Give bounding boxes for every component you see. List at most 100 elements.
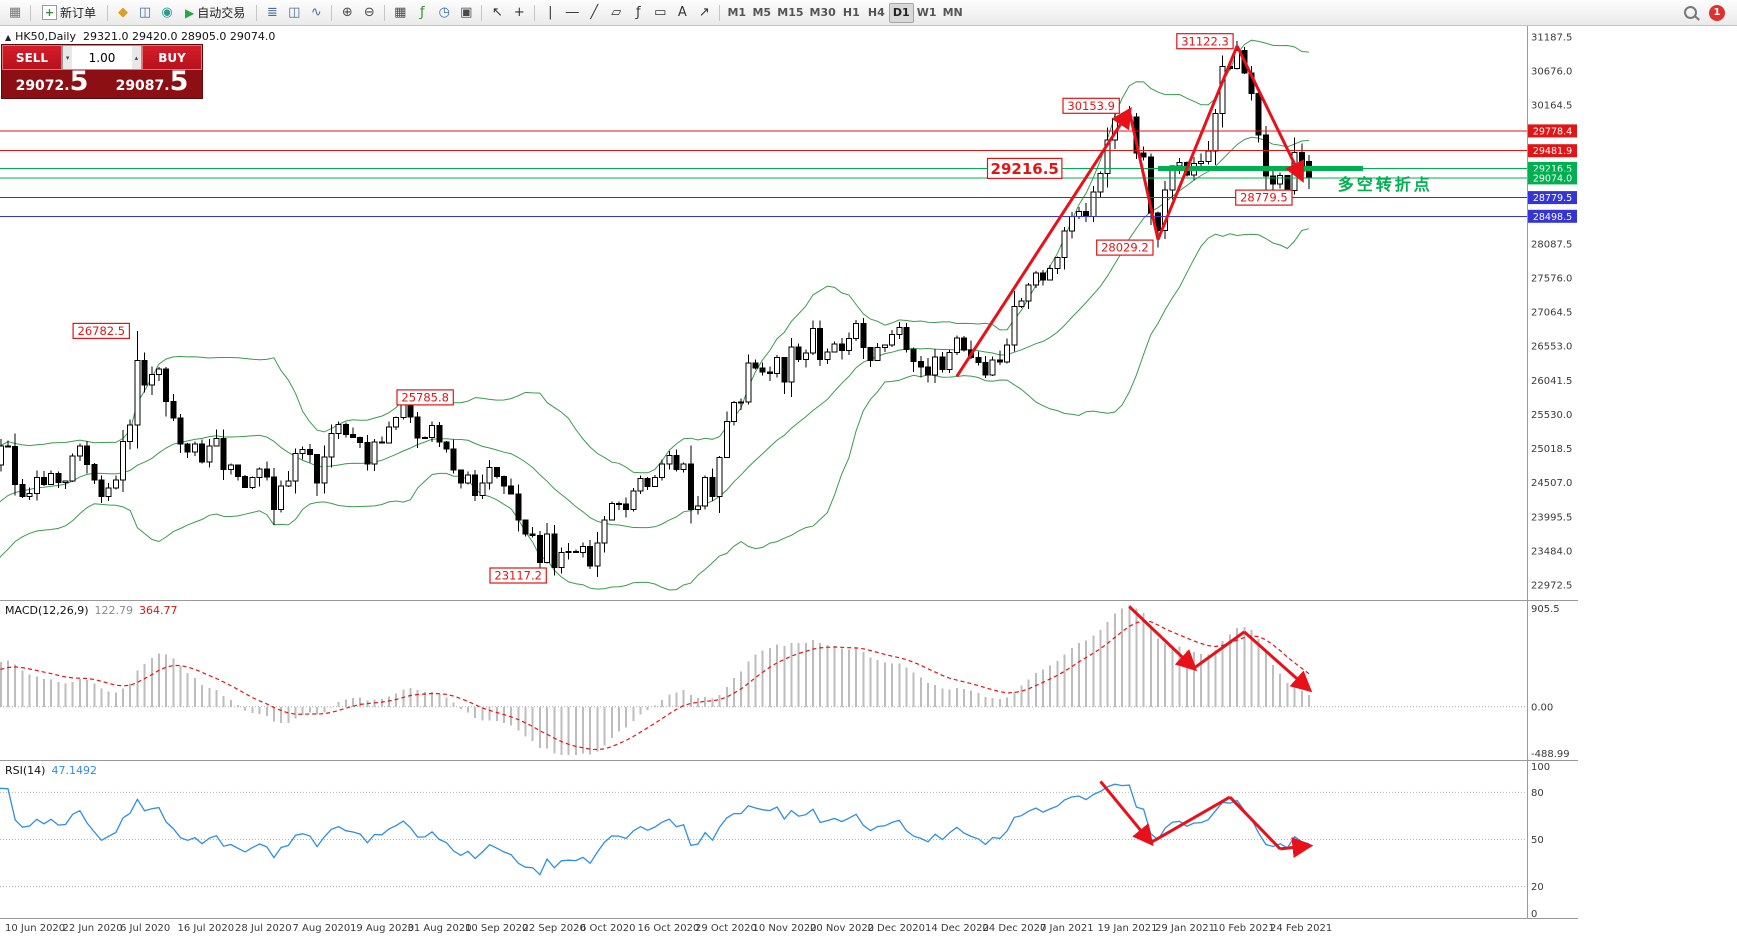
bar-chart-icon[interactable]: ≣ — [261, 3, 283, 23]
macd-arrows[interactable] — [1128, 605, 1313, 693]
tf-h1-button[interactable]: H1 — [839, 3, 864, 23]
svg-text:29216.5: 29216.5 — [1533, 164, 1572, 175]
strategy-tester-icon[interactable]: ◆ — [112, 3, 134, 23]
navigator-icon[interactable]: ◉ — [156, 3, 178, 23]
channel-icon[interactable]: ▱ — [605, 3, 627, 23]
horizontal-lines[interactable] — [0, 130, 1527, 217]
search-symbol-icon[interactable] — [1684, 6, 1697, 19]
svg-text:28 Jul 2020: 28 Jul 2020 — [235, 923, 292, 934]
arrow-tools-glyph: ↗ — [698, 5, 710, 20]
zoom-out-icon[interactable]: ⊖ — [358, 3, 380, 23]
volume-decrease-icon[interactable]: ▾ — [63, 46, 73, 69]
svg-text:27576.0: 27576.0 — [1531, 273, 1572, 284]
sell-button[interactable]: SELL — [2, 45, 62, 70]
svg-text:29216.5: 29216.5 — [991, 160, 1059, 178]
templates-glyph: ▣ — [460, 5, 473, 20]
volume-increase-icon[interactable]: ▴ — [131, 46, 141, 69]
crosshair-glyph: + — [513, 5, 525, 20]
price-annotation[interactable]: 29216.5 — [986, 157, 1063, 179]
rsi-value: 47.1492 — [51, 764, 97, 777]
svg-text:22972.5: 22972.5 — [1531, 581, 1572, 592]
buy-button[interactable]: BUY — [142, 45, 202, 70]
new-order-button[interactable]: + 新订单 — [35, 3, 103, 23]
svg-text:31 Aug 2020: 31 Aug 2020 — [408, 923, 472, 934]
fibonacci-icon[interactable]: ƒ — [627, 3, 649, 23]
rsi-arrows[interactable] — [1099, 780, 1314, 859]
svg-text:27064.5: 27064.5 — [1531, 308, 1572, 319]
vertical-line-glyph: | — [548, 5, 553, 20]
main-price-panel[interactable]: 26782.5 25785.8 23117.2 30153.9 28029.2 31122… — [0, 33, 1527, 591]
strategy-tester-glyph: ◆ — [118, 5, 129, 20]
shapes-icon[interactable]: ▭ — [649, 3, 671, 23]
zoom-in-icon[interactable]: ⊕ — [336, 3, 358, 23]
zoom-in-glyph: ⊕ — [341, 5, 353, 20]
trend-arrows[interactable] — [955, 45, 1305, 378]
svg-text:31187.5: 31187.5 — [1531, 32, 1572, 43]
price-annotation[interactable]: 30153.9 — [1062, 97, 1120, 114]
price-annotation[interactable]: 23117.2 — [489, 567, 547, 584]
svg-text:0: 0 — [1531, 909, 1537, 920]
candlesticks[interactable] — [0, 41, 1312, 577]
periods-clock-icon[interactable]: ◷ — [433, 3, 455, 23]
rsi-line[interactable] — [0, 783, 1310, 876]
volume-field: ▾ ▴ — [62, 45, 142, 70]
price-annotation[interactable]: 31122.3 — [1176, 33, 1234, 50]
symbol-period-label: HK50,Daily — [15, 30, 76, 43]
indicators-icon[interactable]: ƒ — [411, 3, 433, 23]
svg-text:23995.5: 23995.5 — [1531, 512, 1572, 523]
price-annotation[interactable]: 28779.5 — [1235, 189, 1293, 206]
text-icon[interactable]: A — [671, 3, 693, 23]
svg-text:29074.0: 29074.0 — [1533, 173, 1572, 184]
svg-text:7 Aug 2020: 7 Aug 2020 — [293, 923, 351, 934]
autotrading-button[interactable]: ▶ 自动交易 — [178, 3, 252, 23]
tile-windows-icon[interactable]: ▦ — [389, 3, 411, 23]
navigator-glyph: ◉ — [161, 5, 173, 20]
autotrading-button-label: 自动交易 — [197, 6, 246, 20]
cn-turning-point-note[interactable]: 多空转折点 — [1338, 175, 1433, 194]
svg-text:100: 100 — [1531, 762, 1550, 773]
scale-price-flag: 28779.5 — [1528, 191, 1577, 205]
arrow-tools-icon[interactable]: ↗ — [693, 3, 715, 23]
svg-text:20: 20 — [1531, 882, 1544, 893]
tf-m1-button[interactable]: M1 — [724, 3, 749, 23]
tf-m5-button[interactable]: M5 — [749, 3, 774, 23]
market-watch-icon[interactable]: ◫ — [134, 3, 156, 23]
notification-count-badge[interactable]: 1 — [1709, 4, 1725, 21]
trendline-icon[interactable]: ╱ — [583, 3, 605, 23]
tf-m30-button[interactable]: M30 — [807, 3, 839, 23]
new-chart-button[interactable]: ▦ — [4, 3, 26, 23]
price-annotation[interactable]: 28029.2 — [1096, 239, 1154, 256]
panel-separators[interactable] — [0, 26, 1578, 919]
tf-m15-button[interactable]: M15 — [774, 3, 806, 23]
tf-d1-button[interactable]: D1 — [888, 2, 914, 23]
crosshair-icon[interactable]: + — [508, 3, 530, 23]
templates-icon[interactable]: ▣ — [455, 3, 477, 23]
macd-signal-line[interactable] — [0, 620, 1310, 751]
toolbar-separator — [256, 4, 258, 21]
line-chart-icon[interactable]: ∿ — [305, 3, 327, 23]
macd-panel[interactable] — [0, 605, 1527, 756]
cursor-icon[interactable]: ↖ — [486, 3, 508, 23]
tf-mn-button[interactable]: MN — [940, 3, 966, 23]
macd-histogram[interactable] — [0, 605, 1310, 756]
rsi-panel[interactable] — [0, 780, 1527, 888]
svg-text:29778.4: 29778.4 — [1533, 126, 1572, 137]
collapse-one-click-icon[interactable]: ▲ — [5, 33, 12, 42]
price-scale[interactable]: 31187.5 30676.0 30164.5 28087.5 27576.0 27064… — [1528, 32, 1577, 920]
bollinger-bands[interactable] — [0, 39, 1310, 591]
price-annotation[interactable]: 26782.5 — [72, 322, 130, 339]
tf-h4-button[interactable]: H4 — [864, 3, 889, 23]
horizontal-line-icon[interactable]: ― — [561, 3, 583, 23]
svg-text:26553.0: 26553.0 — [1531, 342, 1572, 353]
price-annotation[interactable]: 25785.8 — [396, 389, 454, 406]
svg-text:22 Jun 2020: 22 Jun 2020 — [63, 923, 123, 934]
volume-input[interactable] — [72, 46, 132, 69]
tf-w1-button[interactable]: W1 — [914, 3, 940, 23]
svg-text:23484.0: 23484.0 — [1531, 547, 1572, 558]
vertical-line-icon[interactable]: | — [539, 3, 561, 23]
candlestick-chart-icon[interactable]: ◫ — [283, 3, 305, 23]
svg-text:29481.9: 29481.9 — [1533, 146, 1572, 157]
